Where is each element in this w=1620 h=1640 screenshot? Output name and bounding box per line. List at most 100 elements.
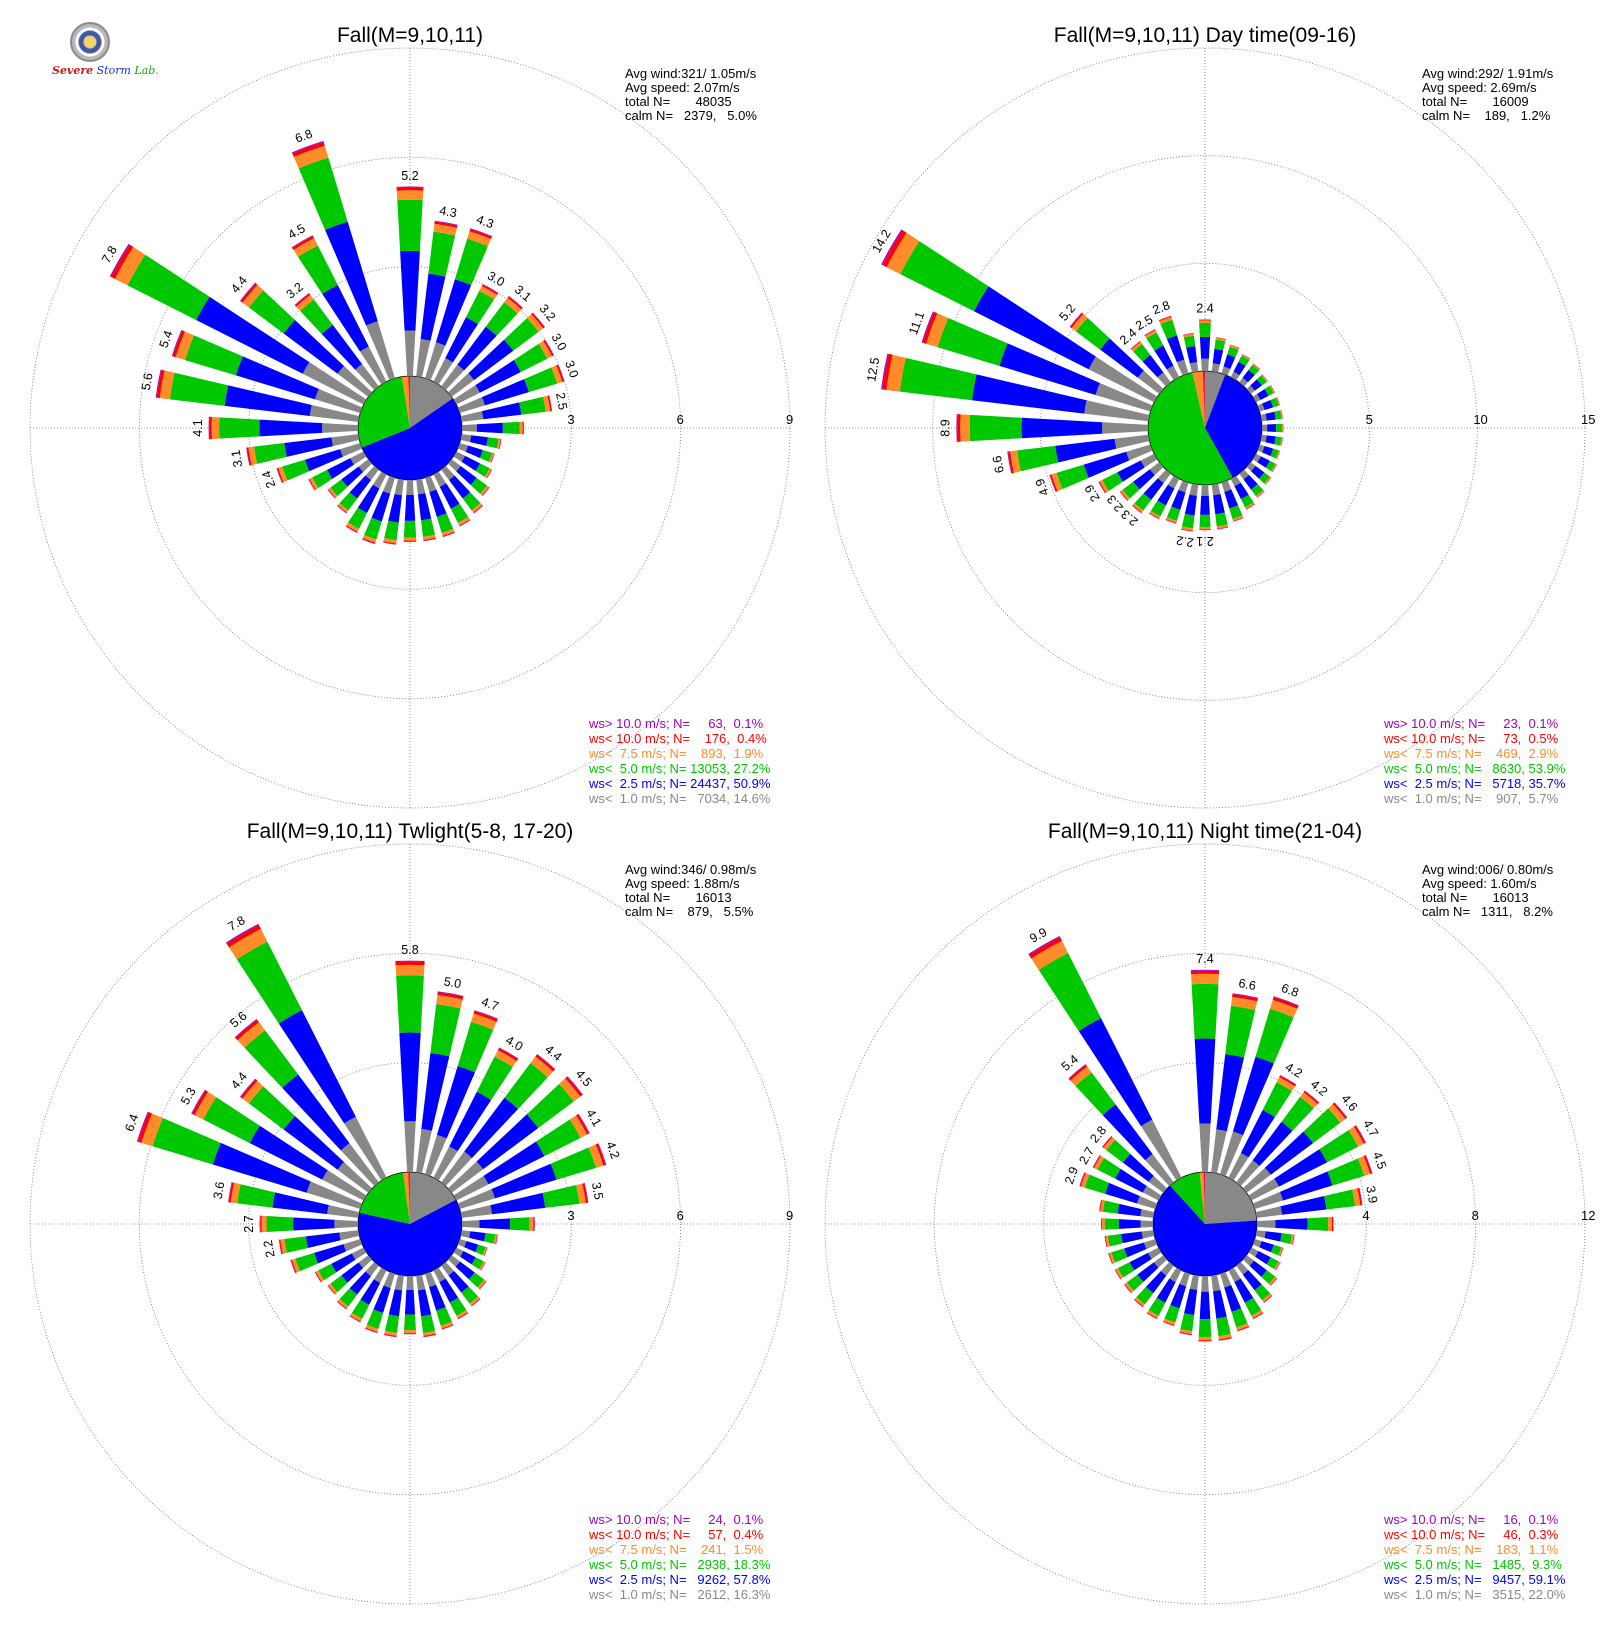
- wind-bar-segment: [434, 221, 458, 228]
- wind-bar-segment: [1236, 1160, 1260, 1187]
- wind-bar-segment: [394, 478, 404, 496]
- wind-bar-segment: [396, 186, 424, 188]
- wind-bar-segment: [309, 404, 360, 422]
- wind-bar-segment: [423, 538, 437, 542]
- wind-bar-segment: [1094, 1155, 1105, 1170]
- wind-bar-segment: [588, 1144, 604, 1168]
- legend-entry: ws< 7.5 m/s; N= 183, 1.1%: [1383, 1542, 1559, 1557]
- wind-bar-segment: [1102, 1104, 1153, 1161]
- bar-value-label: 4.5: [1370, 1150, 1389, 1171]
- wind-bar-segment: [1240, 494, 1254, 508]
- wind-bar-segment: [468, 1272, 485, 1288]
- wind-bar-segment: [1084, 1174, 1110, 1194]
- wind-bar-segment: [1031, 940, 1069, 970]
- wind-bar-segment: [457, 1312, 469, 1319]
- wind-bar-segment: [425, 475, 437, 493]
- wind-bar-segment: [416, 339, 431, 378]
- wind-bar-segment: [550, 1147, 597, 1180]
- wind-bar-segment: [1104, 1218, 1119, 1230]
- wind-bar-segment: [1140, 1209, 1155, 1218]
- wind-bar-segment: [1049, 474, 1058, 492]
- wind-bar-segment: [543, 339, 554, 357]
- wind-bar-segment: [1327, 1158, 1365, 1186]
- calm-pie-slice: [361, 398, 462, 480]
- legend-entry: ws< 2.5 m/s; N= 9262, 57.8%: [588, 1572, 771, 1587]
- wind-bar-segment: [1261, 1270, 1276, 1284]
- wind-bar-segment: [302, 362, 367, 405]
- wind-bar-segment: [1225, 1005, 1256, 1058]
- wind-bar-segment: [1133, 469, 1155, 490]
- wind-bar-segment: [321, 324, 363, 370]
- legend-entry: ws< 7.5 m/s; N= 469, 2.9%: [1383, 746, 1559, 761]
- wind-bar-segment: [416, 478, 426, 495]
- wind-bar-segment: [547, 395, 552, 412]
- wind-bar-segment: [1251, 1310, 1263, 1319]
- wind-bar-segment: [196, 296, 310, 374]
- wind-bar-segment: [1278, 1247, 1283, 1257]
- wind-bar-segment: [406, 479, 414, 495]
- wind-bar-segment: [1262, 399, 1274, 411]
- wind-bar-segment: [284, 1236, 308, 1253]
- wind-bar-segment: [209, 416, 212, 440]
- wind-bar-segment: [1229, 345, 1240, 350]
- wind-bar-segment: [1007, 451, 1014, 474]
- wind-bar-segment: [1255, 1008, 1294, 1064]
- wind-bar-segment: [192, 1090, 209, 1116]
- wind-bar-segment: [476, 422, 503, 434]
- wind-bar-segment: [530, 1056, 554, 1078]
- wind-bar-segment: [1224, 1285, 1242, 1312]
- wind-bar-segment: [1242, 1255, 1254, 1266]
- wind-bar-segment: [494, 1050, 517, 1068]
- wind-bar-segment: [1254, 1284, 1271, 1301]
- chart-title: Fall(M=9,10,11) Day time(09-16): [1054, 24, 1356, 47]
- wind-bar-segment: [337, 1300, 347, 1310]
- wind-bar-segment: [314, 1244, 347, 1264]
- bar-value-label: 5.3: [178, 1085, 199, 1107]
- bar-value-label: 2.2: [1175, 533, 1195, 550]
- wind-bar-segment: [272, 1192, 329, 1215]
- wind-bar-segment: [1290, 1234, 1294, 1245]
- wind-bar-segment: [1255, 1250, 1271, 1265]
- wind-bar-segment: [339, 492, 358, 511]
- bar-value-label: 4.7: [479, 995, 500, 1014]
- wind-bar-segment: [1198, 1341, 1212, 1342]
- wind-bar-segment: [1255, 1206, 1283, 1218]
- wind-bar-segment: [1083, 451, 1130, 478]
- wind-bar-segment: [484, 1233, 496, 1244]
- wind-bar-segment: [433, 358, 453, 385]
- wind-bar-segment: [1220, 1131, 1244, 1177]
- wind-bar-segment: [417, 493, 432, 521]
- wind-bar-segment: [1276, 450, 1281, 459]
- wind-bar-segment: [475, 1244, 486, 1256]
- bar-value-label: 12.5: [864, 356, 882, 382]
- wind-bar-segment: [485, 302, 518, 336]
- wind-bar-segment: [1150, 500, 1166, 517]
- wind-bar-segment: [470, 477, 487, 494]
- wind-bar-segment: [254, 442, 287, 464]
- wind-bar-segment: [436, 513, 454, 533]
- wind-bar-segment: [433, 1267, 446, 1283]
- bar-value-label: 9.9: [1027, 925, 1049, 946]
- wind-bar-segment: [343, 1239, 363, 1252]
- bar-value-label: 5.6: [139, 372, 156, 392]
- wind-bar-segment: [1272, 997, 1299, 1009]
- wind-bar-segment: [1257, 491, 1265, 498]
- wind-bar-segment: [464, 1097, 519, 1159]
- wind-bar-segment: [1051, 472, 1063, 492]
- wind-bar-segment: [460, 1250, 476, 1265]
- wind-bar-segment: [1216, 1316, 1231, 1337]
- wind-bar-segment: [1261, 374, 1268, 382]
- wind-bar-segment: [1252, 1121, 1293, 1167]
- wind-bar-segment: [172, 330, 185, 358]
- bar-value-label: 3.0: [485, 269, 507, 290]
- wind-bar-segment: [576, 1183, 586, 1204]
- wind-bar-segment: [1265, 477, 1272, 485]
- ring-label: 6: [677, 1208, 684, 1223]
- wind-bar-segment: [1252, 453, 1261, 463]
- wind-bar-segment: [293, 145, 329, 169]
- wind-bar-segment: [315, 1270, 324, 1282]
- wind-bar-segment: [1178, 480, 1189, 493]
- wind-bar-segment: [565, 1076, 583, 1097]
- wind-bar-segment: [483, 1141, 545, 1185]
- wind-bar-segment: [1118, 1219, 1141, 1229]
